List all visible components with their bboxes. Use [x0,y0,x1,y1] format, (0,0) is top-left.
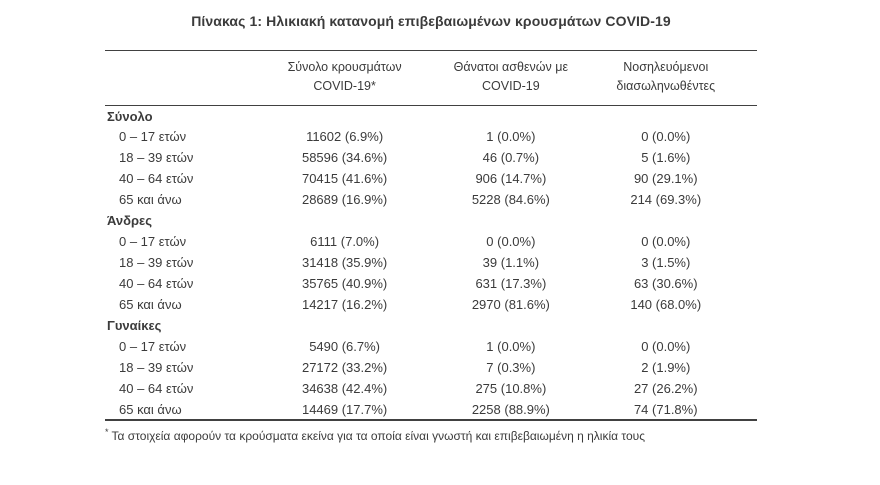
deaths-cell: 1 (0.0%) [486,339,536,355]
cases-cell: 11602 (6.9%) [306,129,384,145]
age-label-cell: 65 και άνω [119,297,182,313]
intubated-cell: 63 (30.6%) [633,276,698,292]
intubated-cell: 2 (1.9%) [641,360,691,376]
age-label-cell: 0 – 17 ετών [119,339,187,355]
header-intubated-line2: διασωληνωθέντες [616,79,716,94]
table-row: 65 και άνω 28689 (16.9%) 5228 (84.6%) 21… [105,189,757,210]
table-row: 65 και άνω 14469 (17.7%) 2258 (88.9%) 74… [105,399,757,420]
deaths-cell: 275 (10.8%) [475,381,547,397]
deaths-cell: 46 (0.7%) [482,150,540,166]
cases-cell: 14469 (17.7%) [301,401,388,417]
table-header: Σύνολο κρουσμάτων COVID-19* Θάνατοι ασθε… [105,50,757,106]
section-label: Άνδρες [107,213,152,229]
cases-cell: 28689 (16.9%) [301,192,388,208]
section-row-total: Σύνολο [105,105,757,126]
table-row: 18 – 39 ετών 58596 (34.6%) 46 (0.7%) 5 (… [105,147,757,168]
cases-cell: 14217 (16.2%) [301,297,388,313]
footnote-marker: * [105,427,109,438]
cases-cell: 35765 (40.9%) [301,276,388,292]
table-row: 0 – 17 ετών 11602 (6.9%) 1 (0.0%) 0 (0.0… [105,126,757,147]
deaths-cell: 5228 (84.6%) [471,192,550,208]
section-label: Σύνολο [107,108,153,124]
header-cell-cases: Σύνολο κρουσμάτων COVID-19* [268,51,421,106]
cases-cell: 31418 (35.9%) [301,255,388,271]
deaths-cell: 0 (0.0%) [486,234,536,250]
table-row: 40 – 64 ετών 35765 (40.9%) 631 (17.3%) 6… [105,273,757,294]
table-row: 65 και άνω 14217 (16.2%) 2970 (81.6%) 14… [105,294,757,315]
intubated-cell: 3 (1.5%) [641,255,691,271]
intubated-cell: 0 (0.0%) [641,234,691,250]
header-cases-line2: COVID-19* [313,79,376,94]
footnote-text: Τα στοιχεία αφορούν τα κρούσματα εκείνα … [111,429,645,444]
header-intubated-line1: Νοσηλευόμενοι [623,60,709,74]
table-row: 18 – 39 ετών 31418 (35.9%) 39 (1.1%) 3 (… [105,252,757,273]
report-container: Πίνακας 1: Ηλικιακή κατανομή επιβεβαιωμέ… [105,0,757,443]
intubated-cell: 0 (0.0%) [641,339,691,355]
deaths-cell: 2970 (81.6%) [471,297,550,313]
table-row: 18 – 39 ετών 27172 (33.2%) 7 (0.3%) 2 (1… [105,357,757,378]
deaths-cell: 2258 (88.9%) [471,401,550,417]
table-body: Σύνολο 0 – 17 ετών 11602 (6.9%) 1 (0.0%)… [105,105,757,421]
age-label-cell: 40 – 64 ετών [119,276,194,292]
cases-cell: 6111 (7.0%) [310,234,380,250]
table-row: 0 – 17 ετών 6111 (7.0%) 0 (0.0%) 0 (0.0%… [105,231,757,252]
age-label-cell: 65 και άνω [119,401,182,417]
covid-age-table: Σύνολο κρουσμάτων COVID-19* Θάνατοι ασθε… [105,50,757,421]
section-row-women: Γυναίκες [105,315,757,336]
intubated-cell: 5 (1.6%) [641,150,691,166]
section-row-men: Άνδρες [105,210,757,231]
age-label-cell: 18 – 39 ετών [119,360,194,376]
table-title: Πίνακας 1: Ηλικιακή κατανομή επιβεβαιωμέ… [191,13,671,29]
intubated-cell: 90 (29.1%) [633,171,698,187]
deaths-cell: 906 (14.7%) [475,171,547,187]
age-label-cell: 40 – 64 ετών [119,381,194,397]
cases-cell: 58596 (34.6%) [301,150,388,166]
header-cell-intubated: Νοσηλευόμενοι διασωληνωθέντες [601,51,757,106]
age-label-cell: 0 – 17 ετών [119,129,187,145]
age-label-cell: 0 – 17 ετών [119,234,187,250]
header-row: Σύνολο κρουσμάτων COVID-19* Θάνατοι ασθε… [105,50,757,106]
header-cell-empty [105,51,268,106]
deaths-cell: 7 (0.3%) [486,360,536,376]
header-deaths-line1: Θάνατοι ασθενών με [453,60,569,74]
deaths-cell: 1 (0.0%) [486,129,536,145]
cases-cell: 34638 (42.4%) [301,381,388,397]
age-label-cell: 18 – 39 ετών [119,150,194,166]
deaths-cell: 631 (17.3%) [475,276,547,292]
age-label-cell: 65 και άνω [119,192,182,208]
age-label-cell: 18 – 39 ετών [119,255,194,271]
header-cell-deaths: Θάνατοι ασθενών με COVID-19 [421,51,600,106]
section-label: Γυναίκες [107,318,162,334]
cases-cell: 5490 (6.7%) [309,339,381,355]
table-row: 0 – 17 ετών 5490 (6.7%) 1 (0.0%) 0 (0.0%… [105,336,757,357]
intubated-cell: 140 (68.0%) [630,297,702,313]
footnote: * Τα στοιχεία αφορούν τα κρούσματα εκείνα… [105,427,757,443]
intubated-cell: 27 (26.2%) [633,381,698,397]
intubated-cell: 74 (71.8%) [633,401,698,417]
deaths-cell: 39 (1.1%) [482,255,540,271]
intubated-cell: 214 (69.3%) [630,192,702,208]
table-row: 40 – 64 ετών 34638 (42.4%) 275 (10.8%) 2… [105,378,757,399]
cases-cell: 70415 (41.6%) [301,171,388,187]
intubated-cell: 0 (0.0%) [641,129,691,145]
header-cases-line1: Σύνολο κρουσμάτων [287,60,402,74]
table-row: 40 – 64 ετών 70415 (41.6%) 906 (14.7%) 9… [105,168,757,189]
header-deaths-line2: COVID-19 [482,79,540,94]
cases-cell: 27172 (33.2%) [301,360,388,376]
age-label-cell: 40 – 64 ετών [119,171,194,187]
